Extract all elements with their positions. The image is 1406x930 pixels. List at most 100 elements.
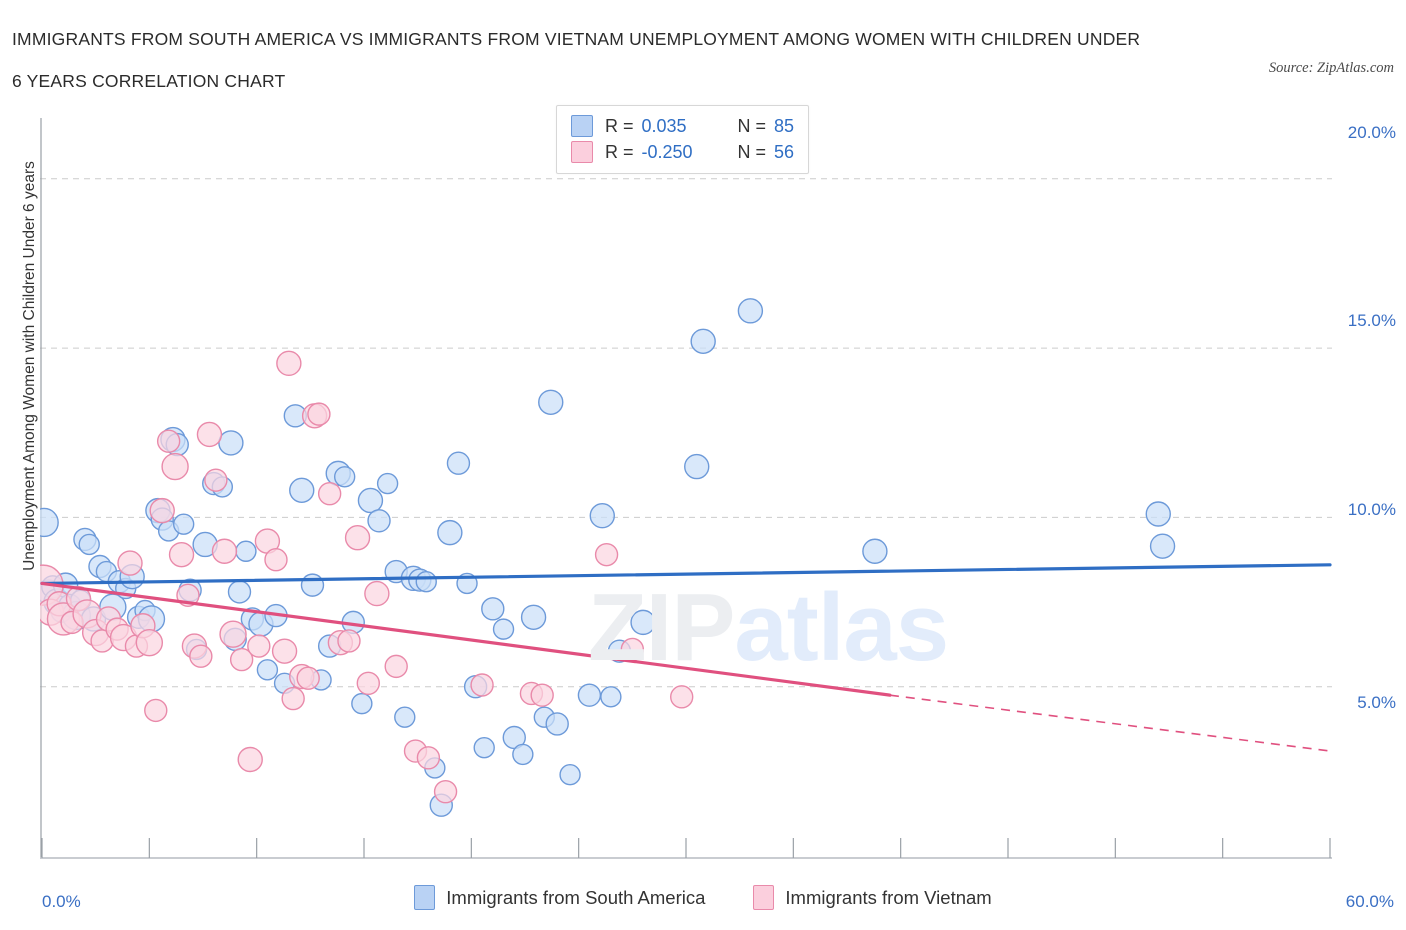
- legend-color-swatch-south-america: [414, 885, 436, 910]
- data-point: [357, 487, 384, 514]
- data-point: [211, 538, 238, 564]
- data-point: [78, 533, 100, 556]
- data-point: [247, 634, 271, 658]
- plot-area: ZIPatlas: [22, 118, 1332, 860]
- x-tick-max: 60.0%: [1345, 892, 1394, 911]
- data-point: [481, 597, 505, 621]
- n-label-blue: N =: [737, 115, 767, 136]
- data-point: [670, 685, 694, 709]
- data-point: [530, 683, 554, 707]
- data-point: [356, 671, 380, 696]
- page-title: IMMIGRANTS FROM SOUTH AMERICA VS IMMIGRA…: [12, 18, 1252, 102]
- data-point: [161, 452, 189, 481]
- legend-item-vietnam[interactable]: Immigrants from Vietnam: [753, 885, 992, 910]
- legend-item-south-america[interactable]: Immigrants from South America: [414, 885, 705, 910]
- title-line-1: IMMIGRANTS FROM SOUTH AMERICA VS IMMIGRA…: [12, 29, 1141, 49]
- trendline-south-america: [40, 563, 1332, 586]
- y-tick-10: 10.0%: [1347, 500, 1396, 519]
- trendline-vietnam-solid: [40, 581, 892, 697]
- y-tick-5: 5.0%: [1357, 693, 1396, 712]
- data-point: [620, 637, 645, 662]
- data-point: [415, 571, 437, 593]
- data-point: [218, 430, 244, 456]
- y-tick-15: 15.0%: [1347, 311, 1396, 330]
- n-value-blue: 85: [774, 115, 795, 136]
- data-point: [204, 468, 228, 492]
- data-point: [437, 519, 463, 546]
- legend-color-swatch-vietnam: [753, 885, 775, 910]
- legend-label-vietnam: Immigrants from Vietnam: [785, 886, 992, 908]
- data-point: [446, 451, 471, 475]
- correlation-legend: R = 0.035 N = 85 R = -0.250 N = 56: [556, 105, 810, 174]
- data-point: [577, 683, 602, 707]
- correlation-row-blue: R = 0.035 N = 85: [571, 113, 794, 139]
- data-point: [433, 779, 458, 804]
- series-points-vietnam: [22, 350, 694, 804]
- r-value-pink: -0.250: [641, 141, 693, 162]
- data-point: [264, 548, 288, 572]
- r-value-blue: 0.035: [641, 115, 687, 136]
- data-point: [862, 538, 888, 564]
- data-point: [227, 580, 252, 604]
- data-point: [416, 746, 441, 770]
- data-point: [351, 692, 373, 715]
- data-point: [600, 686, 622, 708]
- data-point: [589, 503, 615, 529]
- correlation-row-pink: R = -0.250 N = 56: [571, 139, 794, 165]
- data-point: [307, 402, 331, 426]
- data-point: [289, 477, 315, 504]
- data-point: [630, 609, 656, 636]
- legend-swatch-vietnam: [571, 141, 593, 163]
- data-point: [512, 743, 534, 766]
- data-point: [684, 453, 710, 480]
- source-attribution: Source: ZipAtlas.com: [1268, 60, 1394, 76]
- data-point: [737, 298, 764, 324]
- data-point: [690, 328, 716, 355]
- data-point: [538, 389, 564, 415]
- data-point: [196, 421, 223, 448]
- data-point: [276, 350, 302, 377]
- data-point: [256, 659, 279, 681]
- data-point: [520, 604, 547, 630]
- title-line-2: 6 YEARS CORRELATION CHART: [12, 71, 286, 91]
- r-label-pink: R =: [605, 141, 634, 162]
- data-point: [594, 542, 619, 567]
- data-point: [1149, 533, 1176, 559]
- data-point: [394, 706, 416, 728]
- legend-label-south-america: Immigrants from South America: [446, 886, 706, 908]
- data-point: [219, 620, 247, 648]
- scatter-svg: [22, 118, 1332, 859]
- data-point: [235, 540, 257, 562]
- data-point: [337, 629, 361, 653]
- data-point: [281, 686, 305, 711]
- data-point: [364, 580, 390, 607]
- data-point: [333, 466, 356, 488]
- data-point: [470, 673, 494, 697]
- trendline-vietnam-dashed: [889, 694, 1331, 752]
- data-point: [1145, 501, 1171, 527]
- data-point: [271, 638, 298, 664]
- data-point: [492, 618, 515, 640]
- data-point: [172, 513, 195, 535]
- data-point: [376, 472, 399, 495]
- data-point: [156, 429, 181, 453]
- series-legend: Immigrants from South America Immigrants…: [0, 885, 1406, 910]
- y-tick-20: 20.0%: [1347, 123, 1396, 142]
- data-point: [367, 509, 391, 533]
- data-point: [317, 481, 342, 506]
- data-point: [149, 497, 175, 524]
- data-point: [300, 573, 325, 597]
- data-point: [117, 550, 143, 576]
- data-point: [189, 644, 213, 668]
- x-tick-min: 0.0%: [42, 892, 81, 911]
- n-label-pink: N =: [737, 141, 767, 162]
- y-axis-title: Unemployment Among Women with Children U…: [21, 161, 38, 571]
- r-label-blue: R =: [605, 115, 634, 136]
- data-point: [559, 764, 581, 786]
- data-point: [344, 525, 371, 551]
- data-point: [144, 698, 168, 723]
- data-point: [473, 736, 495, 759]
- data-point: [135, 628, 164, 657]
- legend-swatch-south-america: [571, 115, 593, 137]
